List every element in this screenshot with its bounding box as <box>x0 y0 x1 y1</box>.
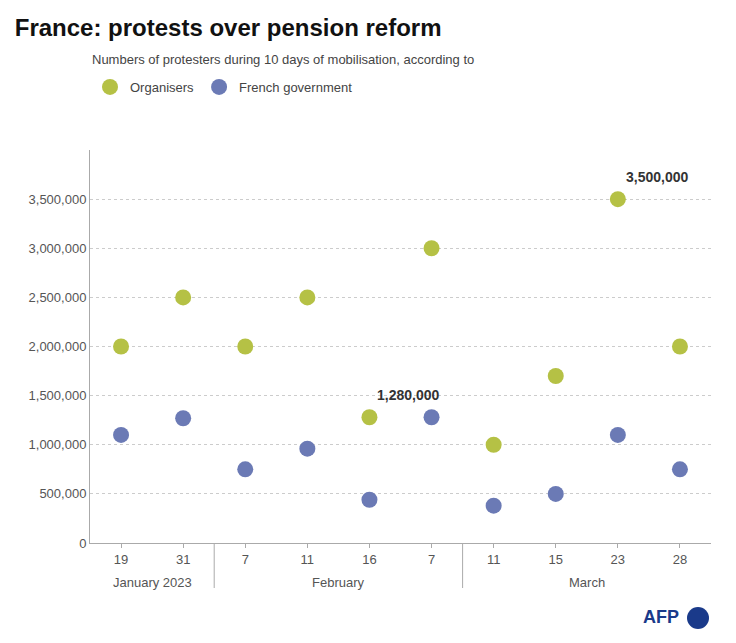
svg-text:2,000,000: 2,000,000 <box>29 339 87 354</box>
svg-text:11: 11 <box>487 552 501 567</box>
svg-text:1,500,000: 1,500,000 <box>29 388 87 403</box>
svg-text:7: 7 <box>242 552 249 567</box>
svg-text:28: 28 <box>673 552 687 567</box>
svg-text:3,000,000: 3,000,000 <box>29 241 87 256</box>
svg-text:1,000,000: 1,000,000 <box>29 437 87 452</box>
svg-text:3,500,000: 3,500,000 <box>29 192 87 207</box>
svg-text:January 2023: January 2023 <box>113 575 192 590</box>
svg-text:February: February <box>312 575 365 590</box>
svg-text:French government: French government <box>239 80 352 95</box>
svg-text:Numbers of protesters during 1: Numbers of protesters during 10 days of … <box>92 52 474 67</box>
svg-text:3,500,000: 3,500,000 <box>626 169 688 185</box>
svg-text:Organisers: Organisers <box>130 80 194 95</box>
svg-text:France: protests over pension: France: protests over pension reform <box>15 14 442 41</box>
svg-text:15: 15 <box>549 552 563 567</box>
svg-text:2,500,000: 2,500,000 <box>29 290 87 305</box>
svg-text:11: 11 <box>301 552 315 567</box>
svg-text:AFP: AFP <box>643 607 679 627</box>
svg-text:0: 0 <box>79 536 86 551</box>
svg-text:7: 7 <box>428 552 435 567</box>
svg-text:19: 19 <box>114 552 128 567</box>
svg-text:500,000: 500,000 <box>39 486 86 501</box>
svg-text:16: 16 <box>362 552 376 567</box>
svg-text:March: March <box>569 575 605 590</box>
svg-text:31: 31 <box>176 552 190 567</box>
svg-text:1,280,000: 1,280,000 <box>377 387 439 403</box>
svg-text:23: 23 <box>611 552 625 567</box>
